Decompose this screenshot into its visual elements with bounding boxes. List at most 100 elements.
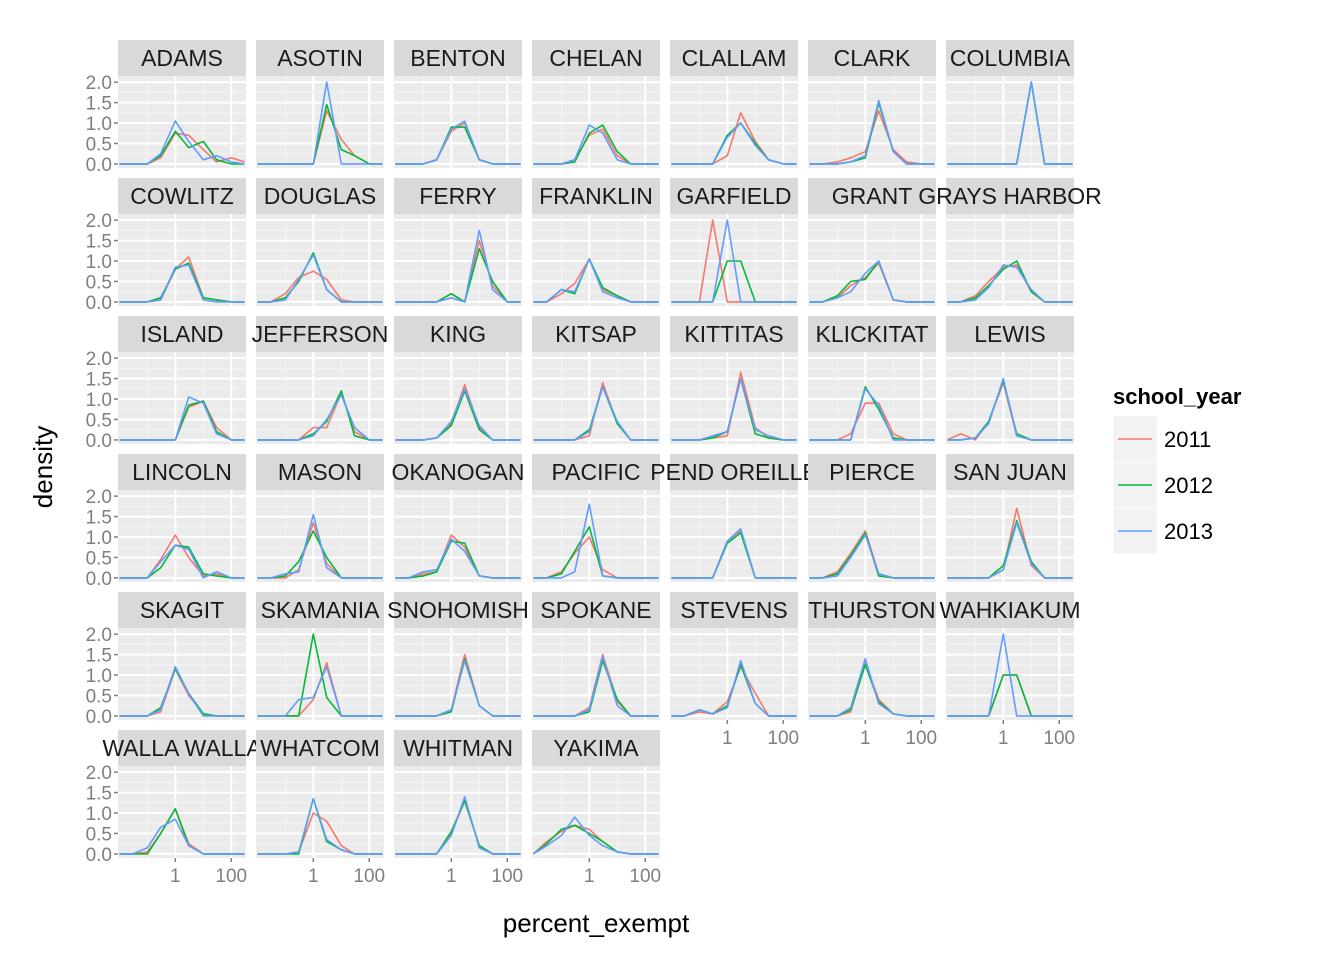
series-line-2013 [809, 534, 935, 579]
facet-strip [808, 316, 936, 352]
panel-background [808, 76, 936, 168]
series-line-2013 [671, 659, 797, 717]
series-line-2013 [257, 81, 383, 165]
x-tick-label: 100 [215, 866, 247, 887]
facet-strip [256, 178, 384, 214]
facet-skagit: SKAGIT 0.00.51.01.52.0 [86, 592, 246, 728]
facet-strip [118, 40, 246, 76]
panel-background [946, 214, 1074, 306]
series-line-2013 [257, 665, 383, 717]
y-axis-title: density [28, 426, 58, 508]
legend-label: 2013 [1164, 519, 1213, 544]
facet-strip [808, 178, 936, 214]
x-tick-label: 100 [767, 728, 799, 749]
y-tick-label: 1.0 [86, 390, 112, 411]
facet-strip [532, 316, 660, 352]
panel-background [256, 490, 384, 582]
panel-background [532, 214, 660, 306]
x-tick-label: 1 [722, 728, 733, 749]
facet-strip [118, 592, 246, 628]
panel-background [532, 352, 660, 444]
panel-background [670, 76, 798, 168]
facet-label: GARFIELD [676, 183, 791, 209]
x-tick-label: 100 [629, 866, 661, 887]
y-tick-label: 0.0 [86, 431, 112, 452]
facet-label: PEND OREILLE [650, 459, 817, 485]
facet-strip [808, 592, 936, 628]
facet-strip [394, 454, 522, 490]
facet-label: WHITMAN [403, 735, 513, 761]
y-tick-label: 1.5 [86, 370, 112, 391]
series-line-2013 [809, 657, 935, 717]
series-line-2013 [671, 122, 797, 165]
legend-label: 2012 [1164, 473, 1213, 498]
facet-label: CHELAN [549, 45, 642, 71]
legend-label: 2011 [1164, 427, 1211, 452]
facet-strip [118, 730, 246, 766]
panel-background [256, 766, 384, 858]
facet-label: KITSAP [555, 321, 637, 347]
panel-background [670, 352, 798, 444]
facet-strip [808, 40, 936, 76]
x-tick-label: 1 [308, 866, 319, 887]
facet-label: CLALLAM [682, 45, 787, 71]
legend-title: school_year [1113, 384, 1242, 409]
facet-whitman: WHITMAN 1 100 [394, 730, 523, 887]
facet-strip [394, 730, 522, 766]
facet-adams: ADAMS 0.00.51.01.52.0 [86, 40, 246, 176]
facet-strip [118, 316, 246, 352]
y-tick-label: 1.5 [86, 232, 112, 253]
facet-lincoln: LINCOLN 0.00.51.01.52.0 [86, 454, 246, 590]
facet-label: SNOHOMISH [387, 597, 529, 623]
series-line-2013 [947, 81, 1073, 165]
series-line-2013 [947, 633, 1073, 717]
panel-background [946, 352, 1074, 444]
y-tick-label: 0.5 [86, 824, 112, 845]
facet-label: BENTON [410, 45, 505, 71]
facet-strip [670, 592, 798, 628]
facet-pierce: PIERCE [808, 454, 936, 582]
x-tick-label: 100 [1043, 728, 1075, 749]
series-line-2013 [257, 254, 383, 303]
y-tick-label: 1.0 [86, 252, 112, 273]
y-tick-label: 0.0 [86, 845, 112, 866]
facet-skamania: SKAMANIA [256, 592, 384, 720]
facet-garfield: GARFIELD [670, 178, 798, 306]
y-tick-label: 0.5 [86, 548, 112, 569]
facet-strip [946, 178, 1074, 214]
panel-background [532, 766, 660, 858]
panel-background [394, 76, 522, 168]
facet-label: PIERCE [829, 459, 915, 485]
panel-background [808, 214, 936, 306]
x-tick-label: 1 [998, 728, 1009, 749]
facet-okanogan: OKANOGAN [392, 454, 525, 582]
facet-strip [946, 316, 1074, 352]
facet-klickitat: KLICKITAT [808, 316, 936, 444]
facet-cowlitz: COWLITZ 0.00.51.01.52.0 [86, 178, 246, 314]
facet-strip [670, 178, 798, 214]
facet-label: KLICKITAT [816, 321, 929, 347]
facet-label: OKANOGAN [392, 459, 525, 485]
series-line-2013 [119, 264, 245, 303]
facet-ferry: FERRY [394, 178, 522, 306]
series-line-2013 [533, 385, 659, 441]
y-tick-label: 1.5 [86, 784, 112, 805]
series-line-2013 [395, 538, 521, 579]
facet-clark: CLARK [808, 40, 936, 168]
facet-douglas: DOUGLAS [256, 178, 384, 306]
series-line-2013 [533, 655, 659, 717]
panel-background [394, 214, 522, 306]
panel-background [118, 214, 246, 306]
series-line-2013 [671, 219, 797, 303]
y-tick-label: 1.0 [86, 114, 112, 135]
facet-snohomish: SNOHOMISH [387, 592, 529, 720]
y-tick-label: 1.5 [86, 646, 112, 667]
facet-label: STEVENS [680, 597, 787, 623]
panel-background [532, 76, 660, 168]
facet-clallam: CLALLAM [670, 40, 798, 168]
facet-jefferson: JEFFERSON [252, 316, 388, 444]
facet-strip [256, 730, 384, 766]
facet-whatcom: WHATCOM 1 100 [256, 730, 385, 887]
